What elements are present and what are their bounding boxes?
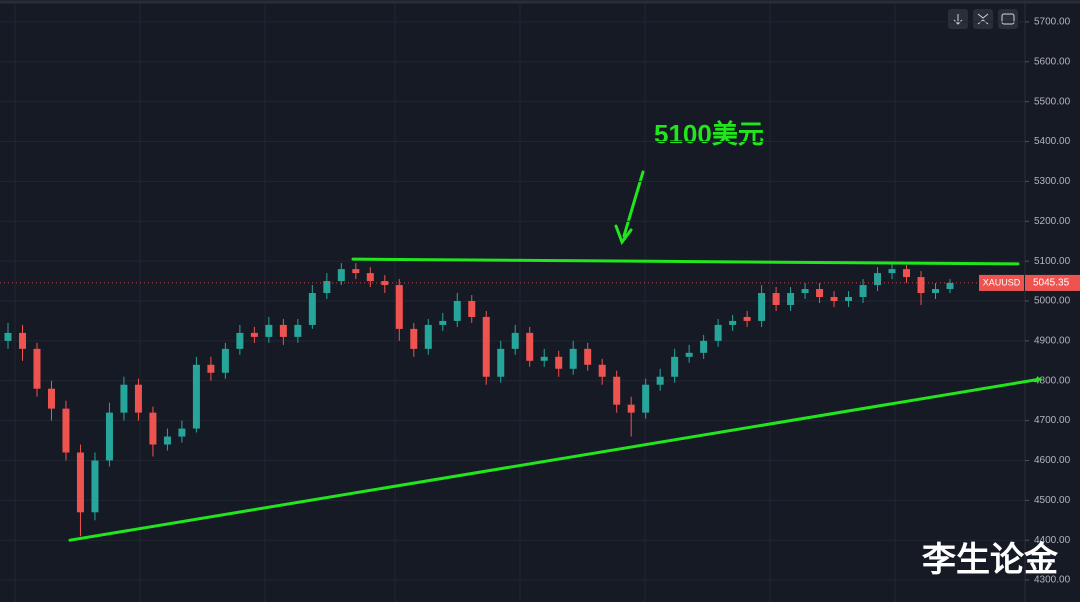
candle-body	[874, 273, 882, 286]
candle-body	[294, 324, 302, 337]
candle-body	[555, 356, 563, 369]
candle-body	[845, 297, 853, 301]
candle-body	[265, 324, 273, 337]
candle-body	[149, 412, 157, 445]
candle-body	[47, 388, 55, 409]
candle-body	[366, 273, 374, 282]
candle-body	[337, 269, 345, 282]
y-tick-label: 4700.00	[1034, 415, 1071, 426]
trendline	[351, 257, 1020, 266]
candle-body	[526, 332, 534, 361]
y-tick-label: 4800.00	[1034, 375, 1071, 386]
collapse-button[interactable]	[973, 9, 993, 29]
y-tick-label: 4900.00	[1034, 336, 1071, 347]
candle-body	[236, 332, 244, 349]
candle-body	[656, 376, 664, 385]
candle-body	[613, 376, 621, 405]
candle-body	[888, 269, 896, 274]
candle-body	[758, 293, 766, 321]
candle-body	[279, 324, 287, 337]
price-box	[1025, 274, 1080, 291]
candle-body	[642, 384, 650, 413]
candle-body	[468, 301, 476, 317]
candle-body	[511, 332, 519, 349]
candle-body	[816, 289, 824, 298]
candle-body	[439, 320, 447, 325]
y-tick-label: 5600.00	[1034, 56, 1071, 67]
vertical-grid	[14, 4, 896, 602]
candle-body	[584, 348, 592, 365]
candle-body	[946, 282, 954, 290]
candle-body	[424, 324, 432, 349]
trendline	[68, 377, 1042, 542]
candle-body	[18, 332, 26, 349]
candle-body	[540, 356, 548, 361]
candle-body	[700, 340, 708, 353]
candle-body	[772, 293, 780, 305]
y-tick-label: 5500.00	[1034, 96, 1071, 107]
candle-body	[714, 324, 722, 341]
candle-body	[685, 352, 693, 357]
candle-body	[33, 348, 41, 389]
candle-body	[323, 281, 331, 294]
candle-body	[308, 293, 316, 325]
candle-body	[859, 285, 867, 298]
y-tick-label: 5400.00	[1034, 136, 1071, 147]
candle-body	[91, 460, 99, 513]
candle-body	[62, 408, 70, 453]
last-price-label: 5045.35	[1033, 278, 1070, 289]
candle-body	[917, 277, 925, 294]
y-tick-label: 5200.00	[1034, 216, 1071, 227]
y-tick-label: 5300.00	[1034, 176, 1071, 187]
reset-icon	[1001, 13, 1015, 25]
candle-body	[221, 348, 229, 373]
candle-body	[178, 428, 186, 437]
y-tick-label: 5100.00	[1034, 256, 1071, 267]
candle-body	[120, 384, 128, 413]
watermark: 李生论金	[922, 540, 1059, 579]
y-tick-label: 5700.00	[1034, 17, 1071, 28]
candle-body	[729, 320, 737, 325]
candle-body	[453, 301, 461, 321]
candle-body	[903, 269, 911, 278]
candle-body	[4, 332, 12, 341]
candle-body	[743, 316, 751, 321]
candle-body	[76, 452, 84, 513]
candle-body	[932, 289, 940, 294]
toolbar[interactable]	[948, 9, 1018, 29]
candle-body	[105, 412, 113, 461]
symbol-label: XAUUSD	[983, 277, 1021, 287]
candle-body	[352, 269, 360, 274]
annotation: 5100美元	[654, 119, 764, 149]
candle-body	[163, 436, 171, 445]
candle-body	[787, 293, 795, 305]
candle-body	[207, 364, 215, 373]
candle-body	[497, 348, 505, 377]
candle-body	[830, 297, 838, 301]
candle-body	[250, 332, 258, 337]
y-tick-label: 4500.00	[1034, 495, 1071, 506]
candle-body	[801, 289, 809, 294]
y-tick-label: 5000.00	[1034, 296, 1071, 307]
y-tick-label: 4300.00	[1034, 575, 1071, 586]
candle-body	[410, 328, 418, 349]
candle-body	[134, 384, 142, 413]
candle-body	[671, 356, 679, 377]
candle-body	[192, 364, 200, 429]
symbol-box	[979, 274, 1024, 291]
candle-body	[482, 316, 490, 377]
y-tick-label: 4600.00	[1034, 455, 1071, 466]
candle-body	[598, 364, 606, 377]
candle-body	[395, 285, 403, 329]
arrow	[614, 170, 645, 246]
candle-body	[569, 348, 577, 369]
reset-button[interactable]	[998, 9, 1018, 29]
candle-body	[627, 404, 635, 413]
collapse-icon	[977, 13, 989, 25]
y-tick-label: 4400.00	[1034, 535, 1071, 546]
